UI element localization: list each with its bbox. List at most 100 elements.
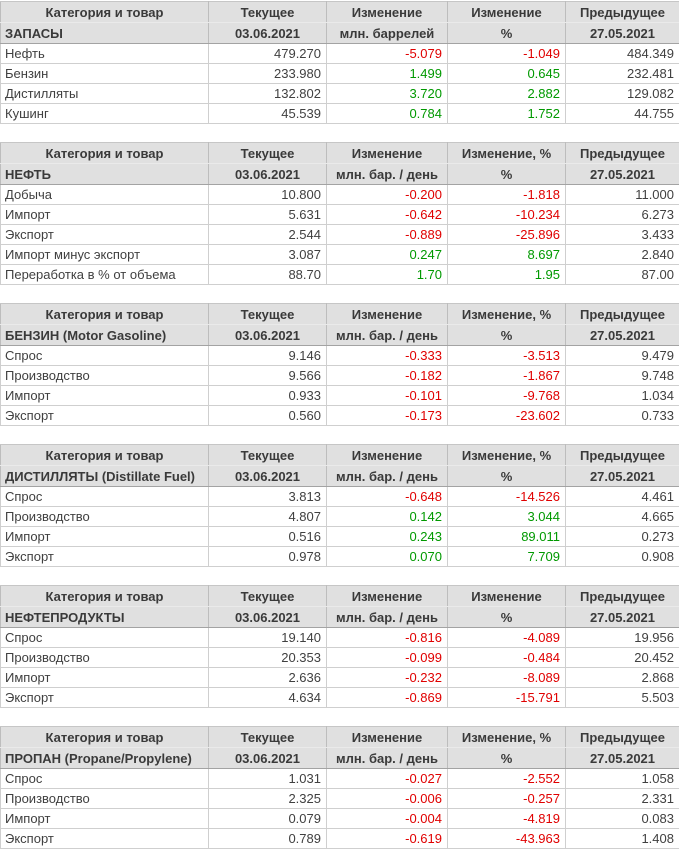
cell-previous-value: 87.00 (566, 265, 679, 285)
cell-previous-value: 0.733 (566, 406, 679, 426)
cell-previous-value: 1.058 (566, 769, 679, 789)
table-row: Экспорт 2.544 -0.889 -25.896 3.433 (1, 225, 679, 245)
change-pct-value: 1.95 (535, 267, 560, 282)
change-pct-value: -14.526 (516, 489, 560, 504)
column-header-row: Категория и товар Текущее Изменение Изме… (1, 445, 679, 466)
subheader-current-date: 03.06.2021 (209, 748, 327, 769)
cell-category-label: Импорт (1, 809, 209, 829)
table-distillyaty: Категория и товар Текущее Изменение Изме… (0, 444, 679, 567)
change-value: -0.006 (405, 791, 442, 806)
cell-previous-value: 0.273 (566, 527, 679, 547)
table-row: Производство 20.353 -0.099 -0.484 20.452 (1, 648, 679, 668)
column-header-category: Категория и товар (1, 727, 209, 748)
column-header-current: Текущее (209, 2, 327, 23)
subheader-pct-sign: % (448, 23, 566, 44)
change-pct-value: 0.645 (527, 66, 560, 81)
cell-change-value: -0.200 (327, 185, 448, 205)
change-pct-value: -8.089 (523, 670, 560, 685)
cell-previous-value: 232.481 (566, 64, 679, 84)
cell-category-label: Производство (1, 648, 209, 668)
cell-category-label: Экспорт (1, 406, 209, 426)
table-row: Экспорт 4.634 -0.869 -15.791 5.503 (1, 688, 679, 708)
table-row: Экспорт 0.789 -0.619 -43.963 1.408 (1, 829, 679, 849)
cell-change-pct-value: 2.882 (448, 84, 566, 104)
table-neft: Категория и товар Текущее Изменение Изме… (0, 142, 679, 285)
change-value: 0.142 (409, 509, 442, 524)
table-title: БЕНЗИН (Motor Gasoline) (1, 325, 209, 346)
cell-change-value: 3.720 (327, 84, 448, 104)
table-row: Импорт минус экспорт 3.087 0.247 8.697 2… (1, 245, 679, 265)
change-value: 0.784 (409, 106, 442, 121)
cell-category-label: Кушинг (1, 104, 209, 124)
cell-change-pct-value: -4.089 (448, 628, 566, 648)
cell-current-value: 10.800 (209, 185, 327, 205)
column-header-change-pct: Изменение (448, 586, 566, 607)
table-row: Спрос 3.813 -0.648 -14.526 4.461 (1, 487, 679, 507)
subheader-pct-sign: % (448, 466, 566, 487)
petroleum-statistics-report: Категория и товар Текущее Изменение Изме… (0, 0, 679, 849)
cell-current-value: 20.353 (209, 648, 327, 668)
cell-change-pct-value: 0.645 (448, 64, 566, 84)
change-value: -0.027 (405, 771, 442, 786)
table-title: НЕФТЕПРОДУКТЫ (1, 607, 209, 628)
cell-change-pct-value: -2.552 (448, 769, 566, 789)
cell-current-value: 4.807 (209, 507, 327, 527)
change-value: 0.070 (409, 549, 442, 564)
column-header-category: Категория и товар (1, 304, 209, 325)
change-value: -0.182 (405, 368, 442, 383)
cell-change-pct-value: 89.011 (448, 527, 566, 547)
table-row: Экспорт 0.560 -0.173 -23.602 0.733 (1, 406, 679, 426)
change-value: -0.200 (405, 187, 442, 202)
cell-current-value: 0.978 (209, 547, 327, 567)
column-header-change: Изменение (327, 143, 448, 164)
cell-previous-value: 5.503 (566, 688, 679, 708)
table-row: Спрос 19.140 -0.816 -4.089 19.956 (1, 628, 679, 648)
subheader-row: ЗАПАСЫ 03.06.2021 млн. баррелей % 27.05.… (1, 23, 679, 44)
cell-category-label: Экспорт (1, 688, 209, 708)
table-row: Спрос 1.031 -0.027 -2.552 1.058 (1, 769, 679, 789)
cell-current-value: 3.813 (209, 487, 327, 507)
cell-change-value: 0.243 (327, 527, 448, 547)
column-header-current: Текущее (209, 445, 327, 466)
cell-change-value: -0.889 (327, 225, 448, 245)
cell-current-value: 3.087 (209, 245, 327, 265)
column-header-row: Категория и товар Текущее Изменение Изме… (1, 304, 679, 325)
cell-change-pct-value: -3.513 (448, 346, 566, 366)
cell-previous-value: 1.408 (566, 829, 679, 849)
cell-change-pct-value: -4.819 (448, 809, 566, 829)
cell-change-pct-value: -1.867 (448, 366, 566, 386)
cell-category-label: Производство (1, 789, 209, 809)
subheader-pct-sign: % (448, 164, 566, 185)
cell-previous-value: 0.083 (566, 809, 679, 829)
cell-change-value: -0.004 (327, 809, 448, 829)
column-header-change: Изменение (327, 304, 448, 325)
cell-previous-value: 484.349 (566, 44, 679, 64)
cell-previous-value: 4.461 (566, 487, 679, 507)
cell-previous-value: 9.479 (566, 346, 679, 366)
column-header-previous: Предыдущее (566, 727, 679, 748)
column-header-row: Категория и товар Текущее Изменение Изме… (1, 586, 679, 607)
table-row: Импорт 0.516 0.243 89.011 0.273 (1, 527, 679, 547)
subheader-previous-date: 27.05.2021 (566, 466, 679, 487)
subheader-current-date: 03.06.2021 (209, 164, 327, 185)
table-row: Добыча 10.800 -0.200 -1.818 11.000 (1, 185, 679, 205)
change-value: -0.869 (405, 690, 442, 705)
cell-current-value: 233.980 (209, 64, 327, 84)
column-header-change-pct: Изменение, % (448, 143, 566, 164)
change-value: -0.101 (405, 388, 442, 403)
change-value: 0.247 (409, 247, 442, 262)
cell-change-value: -0.232 (327, 668, 448, 688)
cell-current-value: 1.031 (209, 769, 327, 789)
cell-change-pct-value: 7.709 (448, 547, 566, 567)
change-pct-value: -15.791 (516, 690, 560, 705)
table-title: ПРОПАН (Propane/Propylene) (1, 748, 209, 769)
change-pct-value: 1.752 (527, 106, 560, 121)
cell-current-value: 19.140 (209, 628, 327, 648)
cell-current-value: 2.325 (209, 789, 327, 809)
column-header-current: Текущее (209, 586, 327, 607)
change-pct-value: -43.963 (516, 831, 560, 846)
column-header-category: Категория и товар (1, 2, 209, 23)
column-header-change-pct: Изменение, % (448, 445, 566, 466)
cell-category-label: Экспорт (1, 547, 209, 567)
cell-change-value: 0.784 (327, 104, 448, 124)
